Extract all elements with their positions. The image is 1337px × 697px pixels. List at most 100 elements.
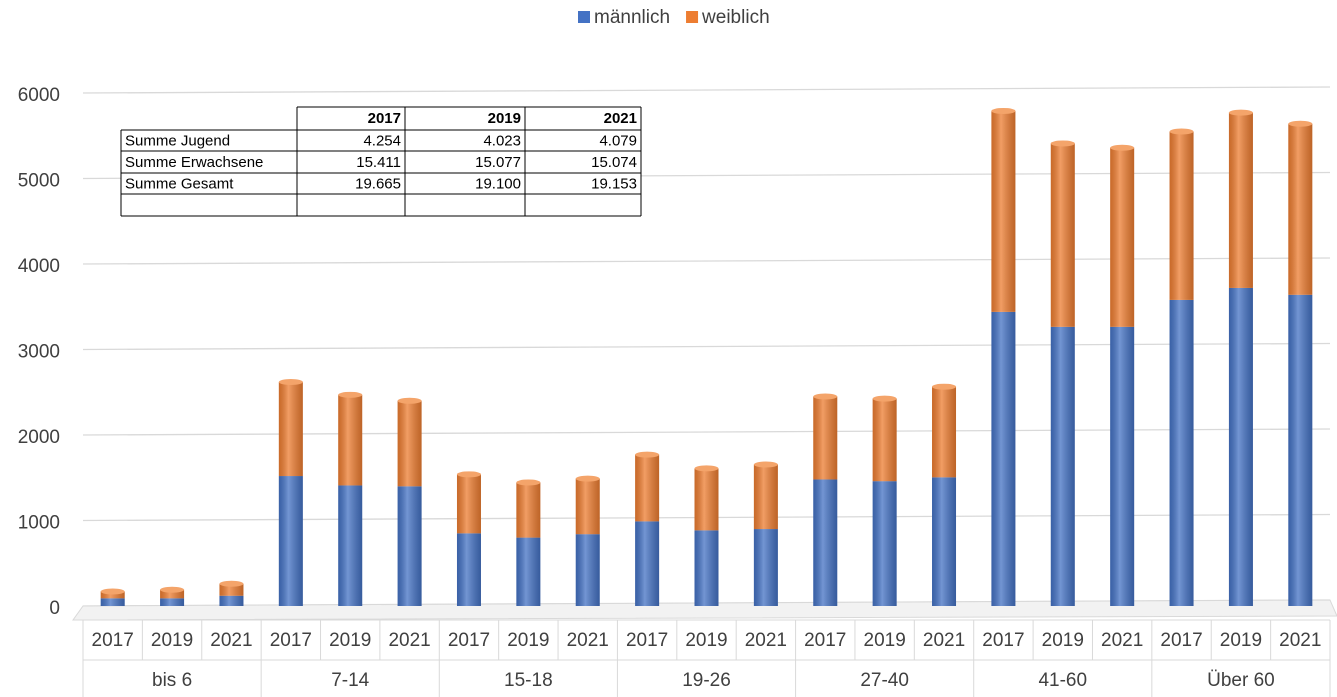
bar-shine — [991, 311, 1016, 606]
bar-shine — [1288, 294, 1313, 606]
bar-shine — [397, 400, 422, 487]
bar-shine — [338, 394, 363, 486]
table-header: 2017 — [368, 110, 401, 127]
bar-cap — [219, 580, 244, 587]
x-tick-label: 2021 — [388, 630, 430, 651]
bar-shine — [160, 589, 185, 599]
bar-shine — [694, 468, 719, 531]
table-cell: 15.077 — [475, 154, 521, 171]
bar-cap — [991, 107, 1016, 114]
x-tick-label: 2019 — [1220, 630, 1262, 651]
x-tick-label: 2017 — [1160, 630, 1202, 651]
x-tick-label: 2019 — [507, 630, 549, 651]
table-cell: 4.079 — [599, 132, 637, 149]
x-tick-label: 2021 — [1101, 630, 1143, 651]
bar-cap — [813, 393, 838, 400]
table-cell: 19.665 — [355, 175, 401, 192]
table-cell: 4.254 — [363, 132, 401, 149]
legend-swatch — [578, 11, 590, 23]
bar-shine — [932, 477, 957, 606]
grid-line — [82, 342, 1331, 351]
bar-cap — [1228, 109, 1253, 116]
y-tick-label: 3000 — [18, 342, 60, 363]
x-tick-label: 2017 — [626, 630, 668, 651]
bar-cap — [456, 471, 481, 478]
x-tick-label: 2017 — [270, 630, 312, 651]
bar-shine — [872, 481, 897, 606]
y-tick-label: 5000 — [18, 171, 60, 192]
table-header-bg — [297, 107, 641, 130]
floor — [72, 599, 1337, 621]
x-tick-label: 2021 — [1279, 630, 1321, 651]
x-tick-label: 2021 — [745, 630, 787, 651]
bar-shine — [219, 595, 244, 606]
x-tick-label: 2019 — [864, 630, 906, 651]
table-cell: 4.023 — [483, 132, 521, 149]
bar-shine — [278, 476, 303, 606]
x-tick-label: 2017 — [448, 630, 490, 651]
table-header: 2019 — [488, 110, 521, 127]
legend-label: weiblich — [701, 7, 770, 28]
bar-cap — [872, 395, 897, 402]
group-label: 41-60 — [1038, 670, 1087, 691]
bar-shine — [338, 485, 363, 606]
grid-line — [82, 86, 1331, 94]
bar-shine — [813, 396, 838, 480]
bar-shine — [575, 534, 600, 606]
bar-shine — [932, 386, 957, 478]
bar-cap — [1050, 140, 1075, 147]
x-tick-label: 2017 — [804, 630, 846, 651]
x-tick-label: 2019 — [329, 630, 371, 651]
bar-cap — [278, 378, 303, 385]
grid-line — [82, 428, 1331, 436]
bar-shine — [1169, 131, 1194, 300]
x-tick-label: 2017 — [982, 630, 1024, 651]
grid-line — [82, 257, 1331, 265]
y-tick-label: 6000 — [18, 85, 60, 106]
bar-shine — [219, 583, 244, 596]
table-row-label: Summe Erwachsene — [125, 154, 263, 171]
bar-cap — [397, 397, 422, 404]
x-tick-label: 2019 — [151, 630, 193, 651]
bar-shine — [753, 529, 778, 606]
bar-cap — [932, 383, 957, 390]
bar-shine — [516, 482, 541, 538]
bar-shine — [1110, 326, 1135, 606]
x-tick-label: 2019 — [685, 630, 727, 651]
x-tick-label: 2021 — [923, 630, 965, 651]
bar-cap — [1288, 120, 1313, 127]
bar-shine — [516, 537, 541, 606]
bar-cap — [1110, 144, 1135, 151]
bar-shine — [1228, 287, 1253, 606]
bar-shine — [813, 479, 838, 606]
y-tick-label: 2000 — [18, 427, 60, 448]
group-label: bis 6 — [152, 670, 192, 691]
table-header: 2021 — [604, 110, 637, 127]
bar-shine — [1110, 147, 1135, 327]
group-label: 19-26 — [682, 670, 731, 691]
table-cell: 19.100 — [475, 175, 521, 192]
y-tick-label: 0 — [49, 598, 60, 619]
x-tick-label: 2021 — [567, 630, 609, 651]
bar-shine — [100, 598, 125, 606]
bar-shine — [1169, 299, 1194, 606]
bar-shine — [456, 533, 481, 606]
bar-shine — [160, 598, 185, 606]
bar-cap — [635, 451, 660, 458]
bar-shine — [635, 454, 660, 522]
x-tick-label: 2017 — [92, 630, 134, 651]
bar-shine — [1228, 112, 1253, 288]
x-tick-label: 2021 — [210, 630, 252, 651]
bar-shine — [278, 381, 303, 477]
bar-cap — [160, 586, 185, 593]
bar-cap — [1169, 128, 1194, 135]
bar-shine — [872, 398, 897, 482]
group-label: 7-14 — [331, 670, 369, 691]
bar-cap — [694, 465, 719, 472]
bar-shine — [694, 530, 719, 606]
bar-shine — [1050, 326, 1075, 606]
y-tick-label: 1000 — [18, 513, 60, 534]
bar-cap — [575, 475, 600, 482]
bar-shine — [991, 110, 1016, 312]
bar-shine — [635, 521, 660, 606]
